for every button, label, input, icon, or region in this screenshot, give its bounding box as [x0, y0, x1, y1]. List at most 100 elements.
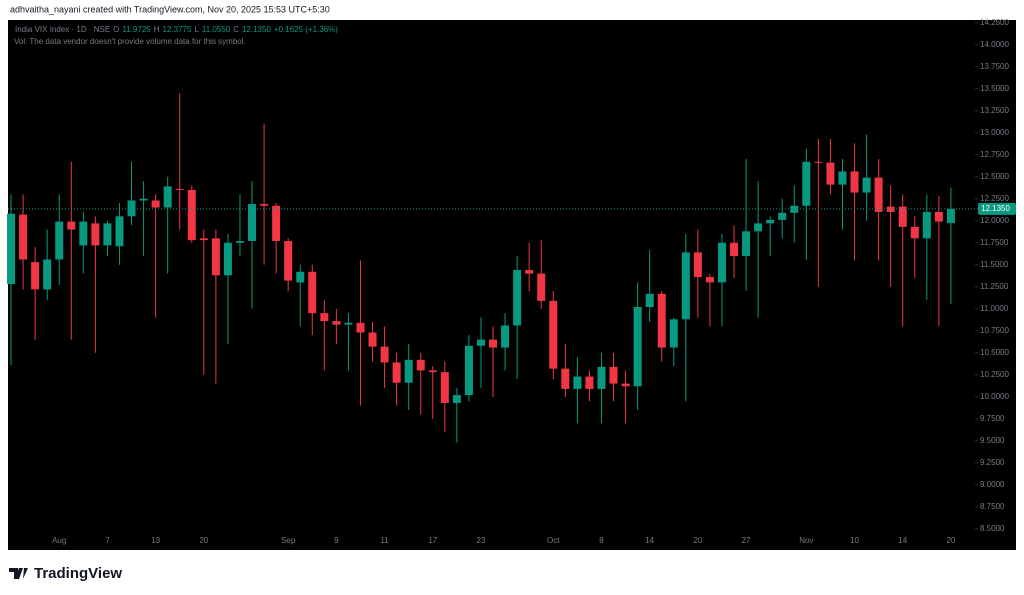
x-tick-label: 8	[599, 536, 604, 545]
candle-body	[260, 204, 269, 206]
candle-body	[898, 206, 907, 227]
x-tick-label: 14	[645, 536, 654, 545]
candle-body	[284, 240, 293, 281]
candle-body	[705, 277, 714, 283]
candle-body	[67, 221, 76, 230]
candle-body	[766, 219, 775, 224]
y-tick-label: 10.0000	[980, 392, 1009, 401]
legend-key: H	[154, 25, 160, 34]
y-tick-label: 13.2500	[980, 106, 1009, 115]
candle-body	[43, 259, 52, 290]
brand: TradingView	[34, 565, 122, 582]
plot-bg	[8, 20, 1016, 550]
candle-body	[332, 321, 341, 325]
legend-key: L	[194, 25, 199, 34]
candle-body	[272, 205, 281, 241]
x-tick-label: 20	[693, 536, 702, 545]
candle-body	[452, 395, 461, 403]
y-tick-label: 13.7500	[980, 62, 1009, 71]
caption: adhvaitha_nayani created with TradingVie…	[10, 4, 330, 14]
candle-body	[440, 372, 449, 403]
y-tick-label: 12.0000	[980, 216, 1009, 225]
x-tick-label: Sep	[281, 536, 296, 545]
candle-body	[862, 177, 871, 193]
legend-value: 12.1350	[242, 25, 271, 34]
y-tick-label: 9.7500	[980, 414, 1005, 423]
y-tick-label: 10.5000	[980, 348, 1009, 357]
legend-value: 11.0550	[202, 25, 231, 34]
candle-body	[693, 252, 702, 278]
logo: TradingView	[9, 565, 122, 582]
candle-body	[922, 211, 931, 239]
candle-body	[609, 366, 618, 384]
candle-body	[814, 161, 823, 163]
candle-body	[404, 359, 413, 383]
legend-key: C	[233, 25, 239, 34]
candle-body	[151, 200, 160, 208]
x-tick-label: 17	[428, 536, 437, 545]
candle-body	[826, 162, 835, 185]
candle-body	[730, 242, 739, 256]
candle-body	[573, 376, 582, 389]
candle-body	[633, 307, 642, 387]
candle-body	[549, 300, 558, 369]
candle-body	[838, 171, 847, 185]
x-tick-label: 20	[946, 536, 955, 545]
x-tick-label: 10	[850, 536, 859, 545]
candle-body	[223, 242, 232, 276]
y-tick-label: 8.7500	[980, 502, 1005, 511]
candle-body	[657, 293, 666, 348]
candle-body	[175, 189, 184, 191]
y-tick-label: 8.5000	[980, 524, 1005, 533]
candle-body	[139, 198, 148, 201]
candle-body	[597, 366, 606, 389]
candle-body	[778, 212, 787, 220]
candle-body	[380, 346, 389, 363]
candle-body	[163, 186, 172, 208]
x-tick-label: 9	[334, 536, 339, 545]
candle-body	[934, 211, 943, 222]
x-tick-label: 11	[380, 536, 389, 545]
candle-body	[235, 240, 244, 243]
legend-value: 12.3775	[163, 25, 192, 34]
candle-body	[308, 271, 317, 314]
candle-body	[464, 345, 473, 396]
candle-body	[91, 223, 100, 246]
candle-body	[946, 208, 955, 224]
y-tick-label: 14.2500	[980, 18, 1009, 27]
candle-body	[428, 370, 437, 373]
candle-body	[476, 339, 485, 346]
y-tick-label: 12.5000	[980, 172, 1009, 181]
candle-body	[392, 362, 401, 383]
y-tick-label: 10.7500	[980, 326, 1009, 335]
candle-body	[910, 226, 919, 239]
y-tick-label: 14.0000	[980, 40, 1009, 49]
y-tick-label: 11.0000	[980, 304, 1009, 313]
x-tick-label: 7	[105, 536, 110, 545]
candle-body	[742, 231, 751, 256]
candle-body	[802, 161, 811, 206]
last-price-tag	[978, 202, 1016, 215]
candle-body	[211, 238, 220, 276]
y-tick-label: 9.0000	[980, 480, 1005, 489]
candle-body	[79, 221, 88, 246]
candle-body	[874, 177, 883, 212]
y-tick-label: 9.5000	[980, 436, 1005, 445]
volume-note: Vol: The data vendor doesn't provide vol…	[14, 37, 246, 46]
candle-body	[621, 383, 630, 387]
logo-icon	[9, 568, 28, 579]
candle-body	[416, 359, 425, 371]
candle-body	[681, 252, 690, 320]
legend-change: +0.1625 (+1.36%)	[274, 25, 338, 34]
y-tick-label: 13.5000	[980, 84, 1009, 93]
symbol: India VIX Index · 1D · NSE	[15, 25, 110, 34]
legend-value: 11.9725	[122, 25, 151, 34]
candle-body	[537, 273, 546, 301]
x-tick-label: 13	[151, 536, 160, 545]
candle-body	[320, 313, 329, 322]
candle-body	[489, 339, 498, 348]
y-tick-label: 12.7500	[980, 150, 1009, 159]
last-price-label: 12.1350	[981, 204, 1010, 213]
